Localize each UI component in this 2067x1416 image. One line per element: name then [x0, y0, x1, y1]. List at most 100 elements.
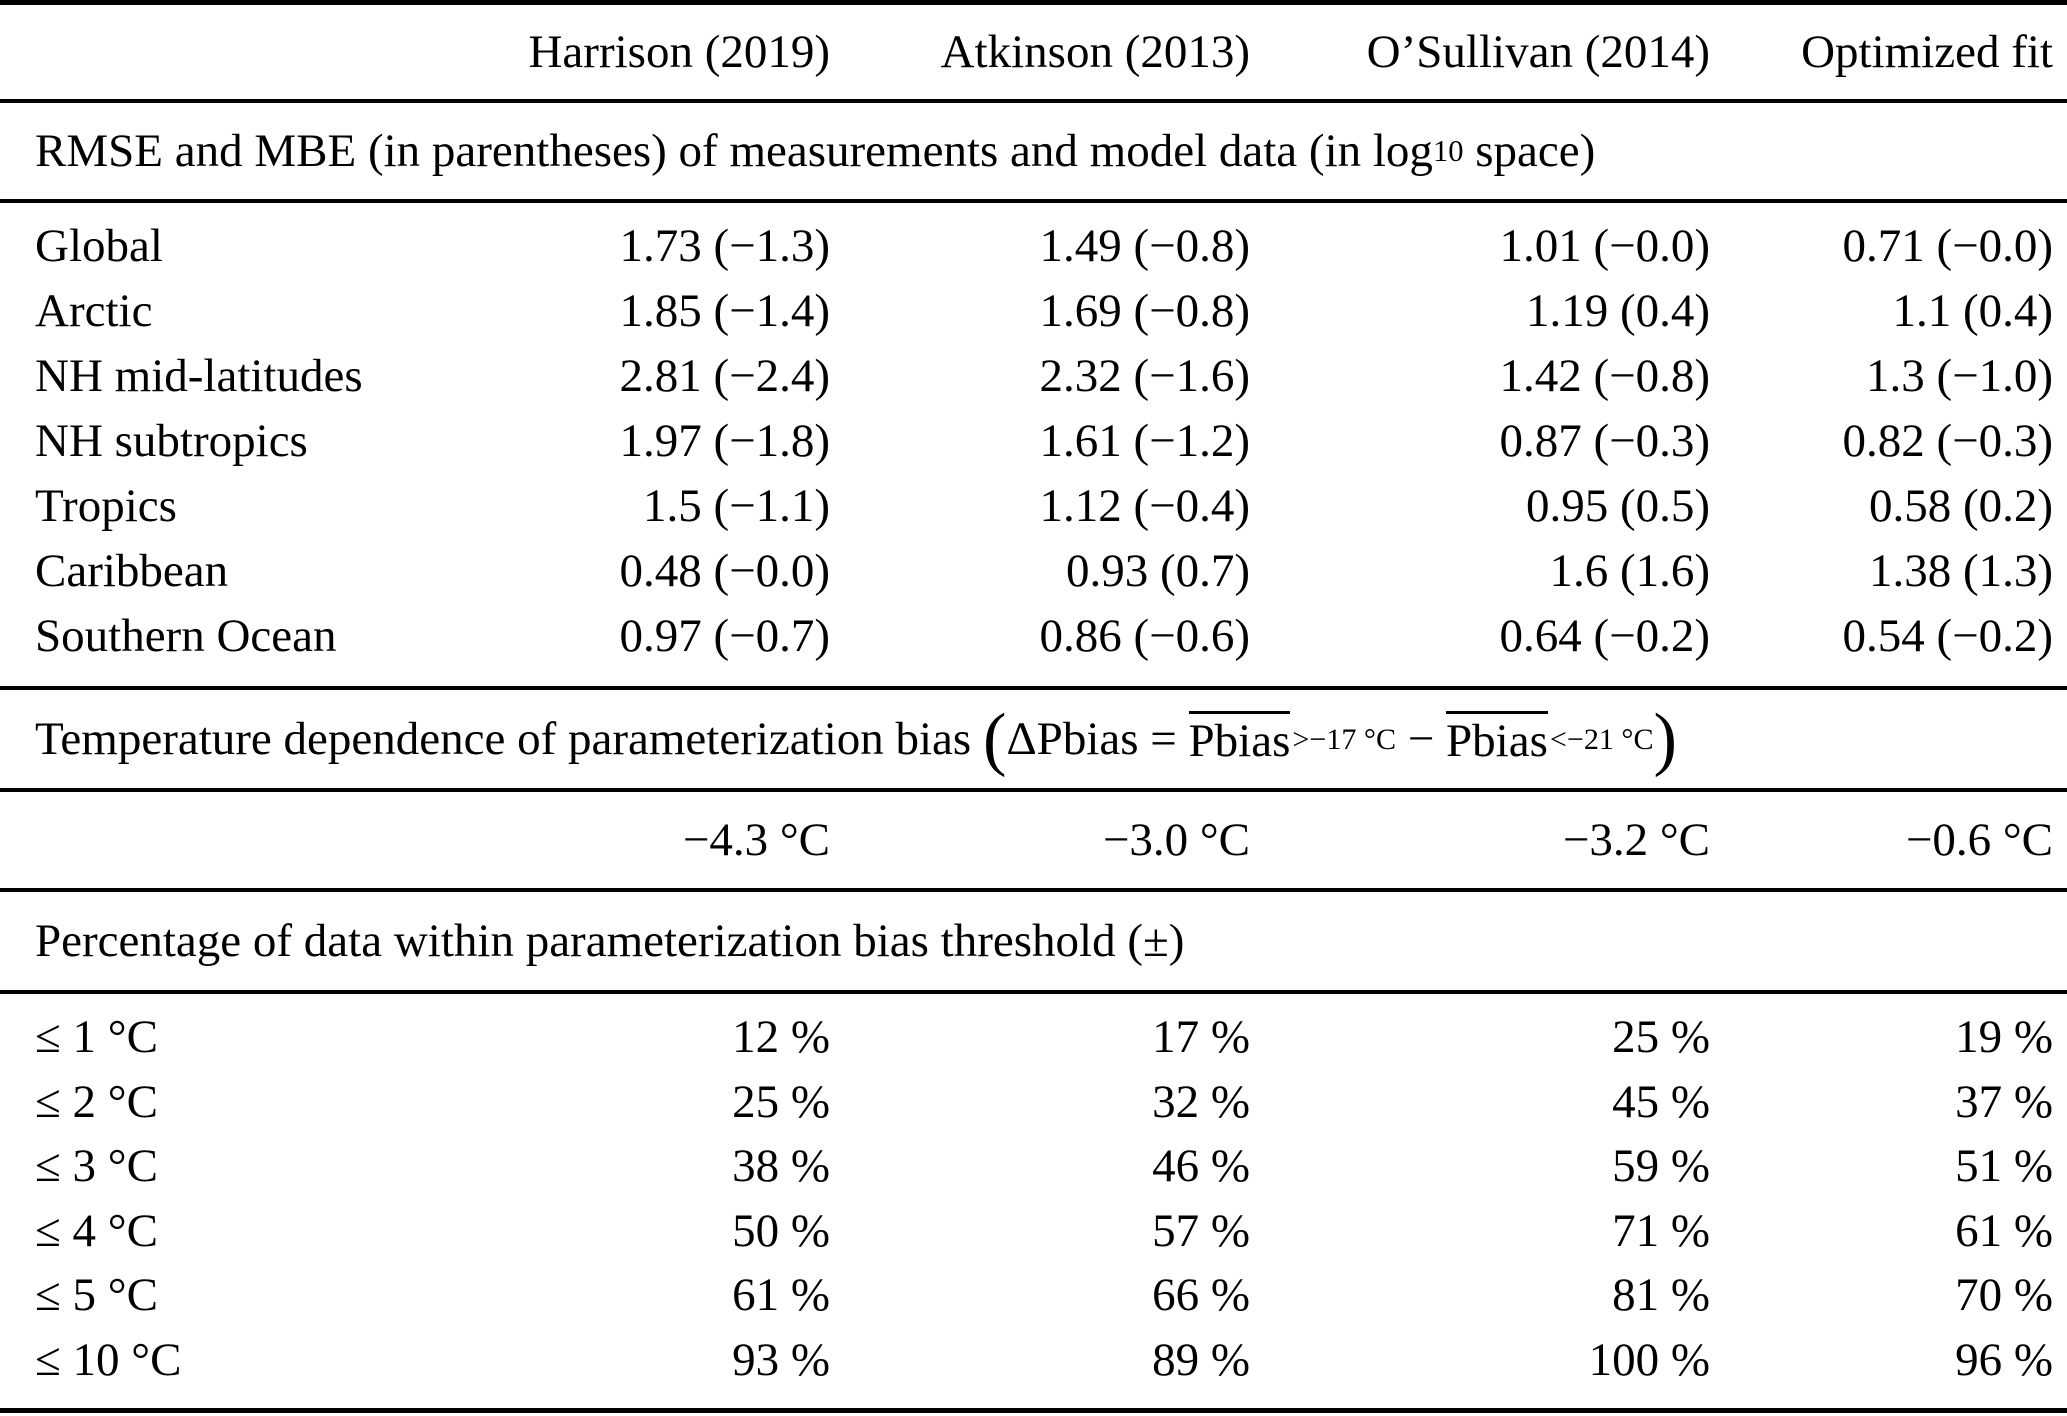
header-osullivan: O’Sullivan (2014)	[1366, 26, 1710, 78]
table-row-le-2c: ≤ 2 °C 25 % 32 % 45 % 37 %	[0, 1070, 2067, 1135]
cell-osullivan: 25 %	[1612, 1011, 1710, 1064]
cell-optimized: 1.38 (1.3)	[1868, 544, 2053, 597]
cell-atkinson: 17 %	[1152, 1011, 1250, 1064]
cell-osullivan: 100 %	[1588, 1333, 1710, 1386]
cell-atkinson: 57 %	[1152, 1204, 1250, 1257]
cell-harrison: 1.97 (−1.8)	[619, 414, 830, 467]
cell-osullivan: 0.64 (−0.2)	[1499, 609, 1710, 662]
section-title-rmse: RMSE and MBE (in parentheses) of measure…	[35, 125, 1596, 177]
cell-osullivan: 0.95 (0.5)	[1525, 479, 1710, 532]
table-row-nh-mid-latitudes: NH mid-latitudes 2.81 (−2.4) 2.32 (−1.6)…	[0, 343, 2067, 408]
table-row-nh-subtropics: NH subtropics 1.97 (−1.8) 1.61 (−1.2) 0.…	[0, 408, 2067, 473]
cell-atkinson: 1.69 (−0.8)	[1039, 284, 1250, 337]
cell-osullivan: 81 %	[1612, 1269, 1710, 1322]
header-harrison: Harrison (2019)	[528, 26, 830, 78]
column-header-row: Harrison (2019) Atkinson (2013) O’Sulliv…	[0, 5, 2067, 99]
cell-osullivan: 1.6 (1.6)	[1549, 544, 1710, 597]
cell-atkinson: 66 %	[1152, 1269, 1250, 1322]
cell-harrison: 2.81 (−2.4)	[619, 349, 830, 402]
cell-harrison: 0.48 (−0.0)	[619, 544, 830, 597]
table-row-le-3c: ≤ 3 °C 38 % 46 % 59 % 51 %	[0, 1134, 2067, 1199]
pbias-overline-warm: Pbias	[1188, 711, 1291, 766]
cell-osullivan: 71 %	[1612, 1204, 1710, 1257]
cell-optimized: 0.58 (0.2)	[1868, 479, 2053, 532]
cell-osullivan: 59 %	[1612, 1140, 1710, 1193]
header-optimized-fit: Optimized fit	[1801, 26, 2053, 78]
rmse-rows: Global 1.73 (−1.3) 1.49 (−0.8) 1.01 (−0.…	[0, 203, 2067, 686]
rule-below-pct-title	[0, 990, 2067, 994]
row-label: ≤ 10 °C	[35, 1333, 182, 1386]
pct-rows: ≤ 1 °C 12 % 17 % 25 % 19 % ≤ 2 °C 25 % 3…	[0, 994, 2067, 1408]
cell-optimized: 96 %	[1955, 1333, 2053, 1386]
tdep-values-row: −4.3 °C −3.0 °C −3.2 °C −0.6 °C	[0, 792, 2067, 888]
cell-harrison: 1.73 (−1.3)	[619, 219, 830, 272]
cell-atkinson: −3.0 °C	[1102, 814, 1250, 866]
cell-harrison: 1.5 (−1.1)	[642, 479, 830, 532]
cell-optimized: 19 %	[1955, 1011, 2053, 1064]
cell-atkinson: 46 %	[1152, 1140, 1250, 1193]
cell-osullivan: 0.87 (−0.3)	[1499, 414, 1710, 467]
cell-harrison: 50 %	[732, 1204, 830, 1257]
cell-osullivan: −3.2 °C	[1562, 814, 1710, 866]
section-title-percentage: Percentage of data within parameterizati…	[0, 892, 2067, 990]
cell-harrison: 0.97 (−0.7)	[619, 609, 830, 662]
row-label: NH mid-latitudes	[35, 349, 363, 402]
pbias-overline-cold: Pbias	[1446, 711, 1548, 766]
rule-below-header	[0, 99, 2067, 103]
cell-optimized: 51 %	[1955, 1140, 2053, 1193]
cell-optimized: 0.82 (−0.3)	[1842, 414, 2053, 467]
tdep-title-text: Temperature dependence of parameterizati…	[35, 713, 972, 765]
formula-lhs: ΔPbias =	[1006, 713, 1189, 765]
cell-optimized: 0.71 (−0.0)	[1842, 219, 2053, 272]
table-row-tropics: Tropics 1.5 (−1.1) 1.12 (−0.4) 0.95 (0.5…	[0, 473, 2067, 538]
table-row-le-5c: ≤ 5 °C 61 % 66 % 81 % 70 %	[0, 1263, 2067, 1328]
top-rule	[0, 0, 2067, 5]
table-row-le-1c: ≤ 1 °C 12 % 17 % 25 % 19 %	[0, 1005, 2067, 1070]
cell-harrison: 1.85 (−1.4)	[619, 284, 830, 337]
table-row-le-4c: ≤ 4 °C 50 % 57 % 71 % 61 %	[0, 1199, 2067, 1264]
row-label: Global	[35, 219, 163, 272]
cell-osullivan: 1.42 (−0.8)	[1499, 349, 1710, 402]
cell-atkinson: 1.49 (−0.8)	[1039, 219, 1250, 272]
rule-above-tdep	[0, 686, 2067, 690]
section-title-temperature-dependence: Temperature dependence of parameterizati…	[35, 700, 1678, 778]
table-row-caribbean: Caribbean 0.48 (−0.0) 0.93 (0.7) 1.6 (1.…	[0, 538, 2067, 603]
rule-below-rmse-title	[0, 199, 2067, 203]
cell-harrison: 38 %	[732, 1140, 830, 1193]
cell-optimized: 1.1 (0.4)	[1892, 284, 2053, 337]
cell-osullivan: 1.01 (−0.0)	[1499, 219, 1710, 272]
cell-harrison: 93 %	[732, 1333, 830, 1386]
row-label: Southern Ocean	[35, 609, 337, 662]
row-label: Tropics	[35, 479, 177, 532]
table-row-le-10c: ≤ 10 °C 93 % 89 % 100 % 96 %	[0, 1328, 2067, 1393]
cell-harrison: 12 %	[732, 1011, 830, 1064]
cell-optimized: −0.6 °C	[1905, 814, 2053, 866]
header-atkinson: Atkinson (2013)	[940, 26, 1250, 78]
cell-harrison: −4.3 °C	[682, 814, 830, 866]
row-label: ≤ 5 °C	[35, 1269, 158, 1322]
row-label: ≤ 3 °C	[35, 1140, 158, 1193]
row-label	[0, 792, 450, 888]
rule-above-pct	[0, 888, 2067, 892]
header-region	[0, 5, 450, 99]
rule-below-tdep-title	[0, 788, 2067, 792]
cell-optimized: 61 %	[1955, 1204, 2053, 1257]
formula-subscript-warm: >−17 °C	[1292, 721, 1397, 756]
cell-atkinson: 32 %	[1152, 1075, 1250, 1128]
formula-subscript-cold: <−21 °C	[1549, 721, 1654, 756]
table-row-arctic: Arctic 1.85 (−1.4) 1.69 (−0.8) 1.19 (0.4…	[0, 278, 2067, 343]
cell-atkinson: 89 %	[1152, 1333, 1250, 1386]
rmse-title-tail: space)	[1463, 125, 1596, 177]
cell-optimized: 0.54 (−0.2)	[1842, 609, 2053, 662]
table-row-global: Global 1.73 (−1.3) 1.49 (−0.8) 1.01 (−0.…	[0, 213, 2067, 278]
cell-osullivan: 45 %	[1612, 1075, 1710, 1128]
pct-title-text: Percentage of data within parameterizati…	[35, 915, 1185, 967]
row-label: ≤ 4 °C	[35, 1204, 158, 1257]
cell-optimized: 37 %	[1955, 1075, 2053, 1128]
row-label: ≤ 2 °C	[35, 1075, 158, 1128]
cell-harrison: 61 %	[732, 1269, 830, 1322]
cell-osullivan: 1.19 (0.4)	[1525, 284, 1710, 337]
row-label: Arctic	[35, 284, 153, 337]
cell-atkinson: 1.61 (−1.2)	[1039, 414, 1250, 467]
